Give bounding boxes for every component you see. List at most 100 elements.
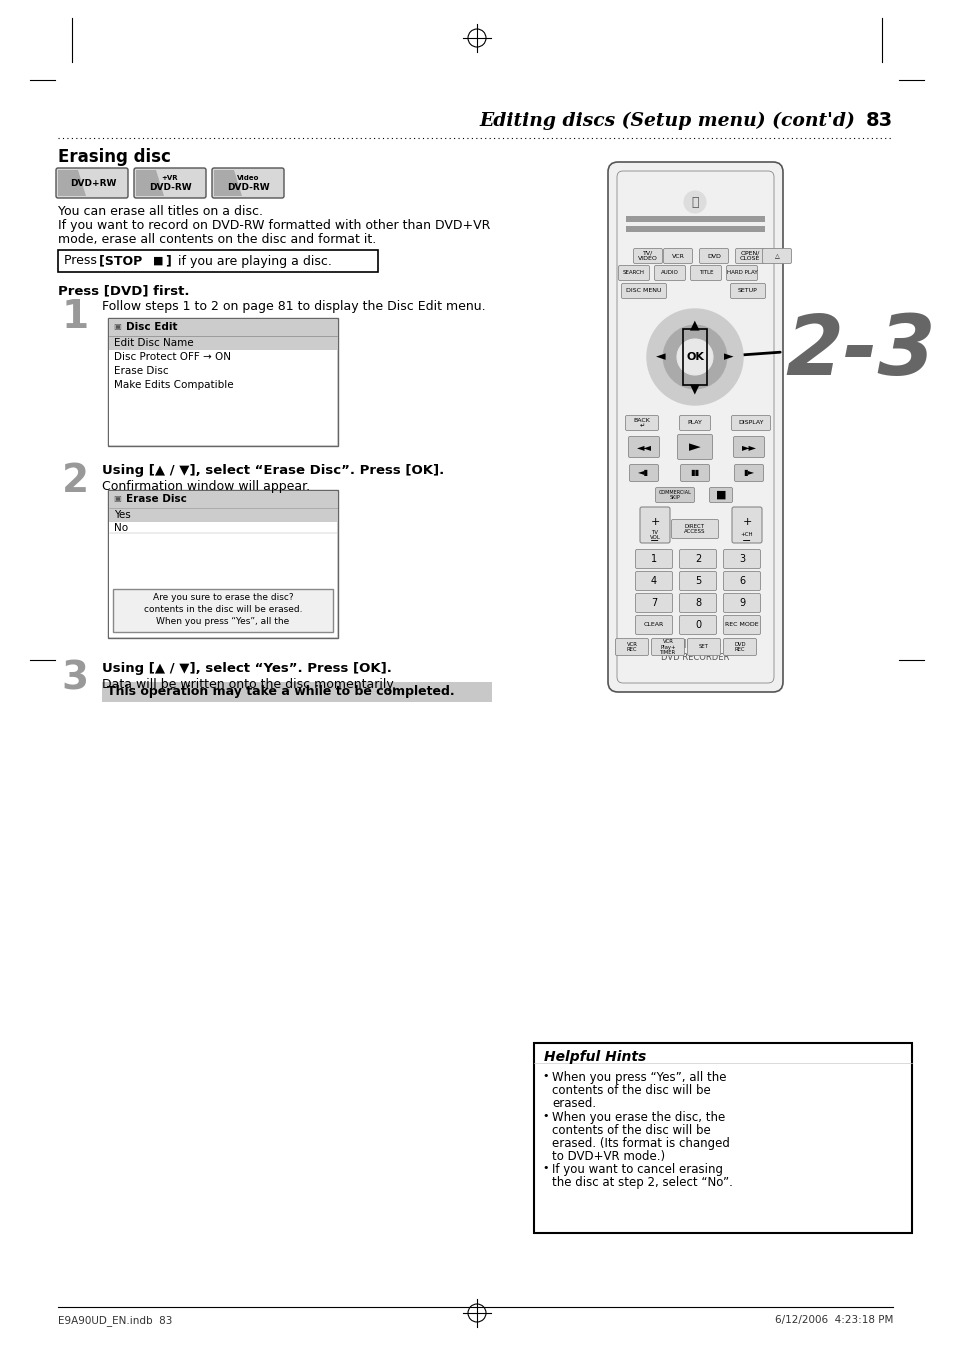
- Bar: [108, 317, 337, 446]
- Text: ►: ►: [688, 439, 700, 454]
- Text: E9A90UD_EN.indb  83: E9A90UD_EN.indb 83: [58, 1315, 172, 1325]
- Text: Video: Video: [236, 176, 259, 181]
- Text: [STOP: [STOP: [99, 254, 147, 267]
- Text: ◄▮: ◄▮: [638, 469, 649, 477]
- Text: ▲: ▲: [689, 319, 700, 331]
- FancyBboxPatch shape: [679, 571, 716, 590]
- Text: 0: 0: [694, 620, 700, 630]
- FancyBboxPatch shape: [735, 249, 763, 263]
- Text: 2: 2: [694, 554, 700, 563]
- Text: ■: ■: [715, 490, 725, 500]
- Text: +VR: +VR: [161, 176, 178, 181]
- FancyBboxPatch shape: [679, 593, 716, 612]
- FancyBboxPatch shape: [722, 593, 760, 612]
- Circle shape: [662, 326, 726, 389]
- Text: −: −: [741, 536, 751, 546]
- Text: DVD
REC: DVD REC: [734, 642, 745, 653]
- FancyBboxPatch shape: [628, 436, 659, 458]
- FancyBboxPatch shape: [639, 507, 669, 543]
- FancyBboxPatch shape: [731, 507, 761, 543]
- FancyBboxPatch shape: [655, 488, 694, 503]
- Text: 3: 3: [739, 554, 744, 563]
- FancyBboxPatch shape: [726, 266, 757, 281]
- FancyBboxPatch shape: [709, 488, 732, 503]
- Text: BACK
↵: BACK ↵: [633, 417, 650, 428]
- Text: Data will be written onto the disc momentarily.: Data will be written onto the disc momen…: [102, 678, 395, 690]
- Bar: [682, 330, 706, 385]
- Text: Using [▲ / ▼], select “Yes”. Press [OK].: Using [▲ / ▼], select “Yes”. Press [OK].: [102, 662, 392, 676]
- FancyBboxPatch shape: [56, 168, 128, 199]
- Text: DISC MENU: DISC MENU: [625, 289, 661, 293]
- Circle shape: [646, 309, 742, 405]
- Text: DISPLAY: DISPLAY: [738, 420, 763, 426]
- Text: Erasing disc: Erasing disc: [58, 149, 171, 166]
- FancyBboxPatch shape: [679, 550, 716, 569]
- Text: CLEAR: CLEAR: [643, 623, 663, 627]
- Text: ◄◄: ◄◄: [636, 442, 651, 453]
- Text: Follow steps 1 to 2 on page 81 to display the Disc Edit menu.: Follow steps 1 to 2 on page 81 to displa…: [102, 300, 485, 313]
- Polygon shape: [58, 170, 86, 196]
- FancyBboxPatch shape: [699, 249, 728, 263]
- Text: SET: SET: [699, 644, 708, 650]
- Text: to DVD+VR mode.): to DVD+VR mode.): [552, 1150, 664, 1163]
- Bar: [102, 682, 492, 703]
- Bar: [534, 1043, 911, 1233]
- Bar: [109, 319, 336, 444]
- Text: If you want to cancel erasing: If you want to cancel erasing: [552, 1163, 722, 1175]
- Bar: [625, 226, 764, 232]
- Text: COMMERCIAL
SKIP: COMMERCIAL SKIP: [658, 489, 691, 500]
- Text: No: No: [113, 523, 128, 534]
- Text: ■: ■: [152, 255, 163, 266]
- Text: DVD+RW: DVD+RW: [70, 178, 116, 188]
- Text: DVD-RW: DVD-RW: [227, 184, 269, 192]
- Text: OK: OK: [685, 353, 703, 362]
- Text: 3: 3: [61, 661, 89, 698]
- Text: When you press “Yes”, all the: When you press “Yes”, all the: [156, 617, 290, 627]
- Text: When you press “Yes”, all the: When you press “Yes”, all the: [552, 1071, 726, 1084]
- Text: ◄: ◄: [656, 350, 665, 363]
- Text: DIRECT
ACCESS: DIRECT ACCESS: [683, 524, 705, 535]
- FancyBboxPatch shape: [734, 465, 762, 481]
- Text: ▮►: ▮►: [742, 469, 754, 477]
- Text: Make Edits Compatible: Make Edits Compatible: [113, 380, 233, 390]
- Text: 2: 2: [61, 462, 89, 500]
- FancyBboxPatch shape: [731, 416, 770, 431]
- Bar: [109, 509, 336, 521]
- Bar: [109, 490, 336, 638]
- Text: 1: 1: [61, 299, 89, 336]
- Text: OPEN/
CLOSE: OPEN/ CLOSE: [739, 250, 760, 261]
- FancyBboxPatch shape: [625, 416, 658, 431]
- Text: VCR: VCR: [671, 254, 683, 258]
- Text: DVD RECORDER: DVD RECORDER: [660, 654, 728, 662]
- Bar: [625, 216, 764, 222]
- Text: Disc Edit: Disc Edit: [126, 322, 177, 332]
- Text: Press: Press: [64, 254, 101, 267]
- Text: PHILIPS: PHILIPS: [667, 638, 721, 650]
- Text: VCR
Play+
TIMER: VCR Play+ TIMER: [659, 639, 676, 655]
- Text: Using [▲ / ▼], select “Erase Disc”. Press [OK].: Using [▲ / ▼], select “Erase Disc”. Pres…: [102, 463, 444, 477]
- Text: REC MODE: REC MODE: [724, 623, 758, 627]
- Text: 1: 1: [650, 554, 657, 563]
- Bar: [109, 508, 336, 638]
- Circle shape: [683, 190, 705, 213]
- Text: AUDIO: AUDIO: [660, 270, 679, 276]
- FancyBboxPatch shape: [690, 266, 720, 281]
- FancyBboxPatch shape: [633, 249, 661, 263]
- Text: Are you sure to erase the disc?: Are you sure to erase the disc?: [152, 593, 293, 603]
- Text: △: △: [774, 254, 779, 258]
- Text: mode, erase all contents on the disc and format it.: mode, erase all contents on the disc and…: [58, 232, 375, 246]
- FancyBboxPatch shape: [615, 639, 648, 655]
- Bar: [108, 490, 337, 638]
- FancyBboxPatch shape: [677, 435, 712, 459]
- Text: Press [DVD] first.: Press [DVD] first.: [58, 284, 190, 297]
- Text: contents of the disc will be: contents of the disc will be: [552, 1084, 710, 1097]
- Text: PLAY: PLAY: [687, 420, 701, 426]
- Bar: [109, 336, 336, 444]
- Text: Confirmation window will appear.: Confirmation window will appear.: [102, 480, 310, 493]
- Text: 7: 7: [650, 598, 657, 608]
- Text: +CH: +CH: [740, 532, 753, 538]
- Text: 9: 9: [739, 598, 744, 608]
- Bar: [109, 336, 336, 350]
- Text: 8: 8: [694, 598, 700, 608]
- FancyBboxPatch shape: [722, 616, 760, 635]
